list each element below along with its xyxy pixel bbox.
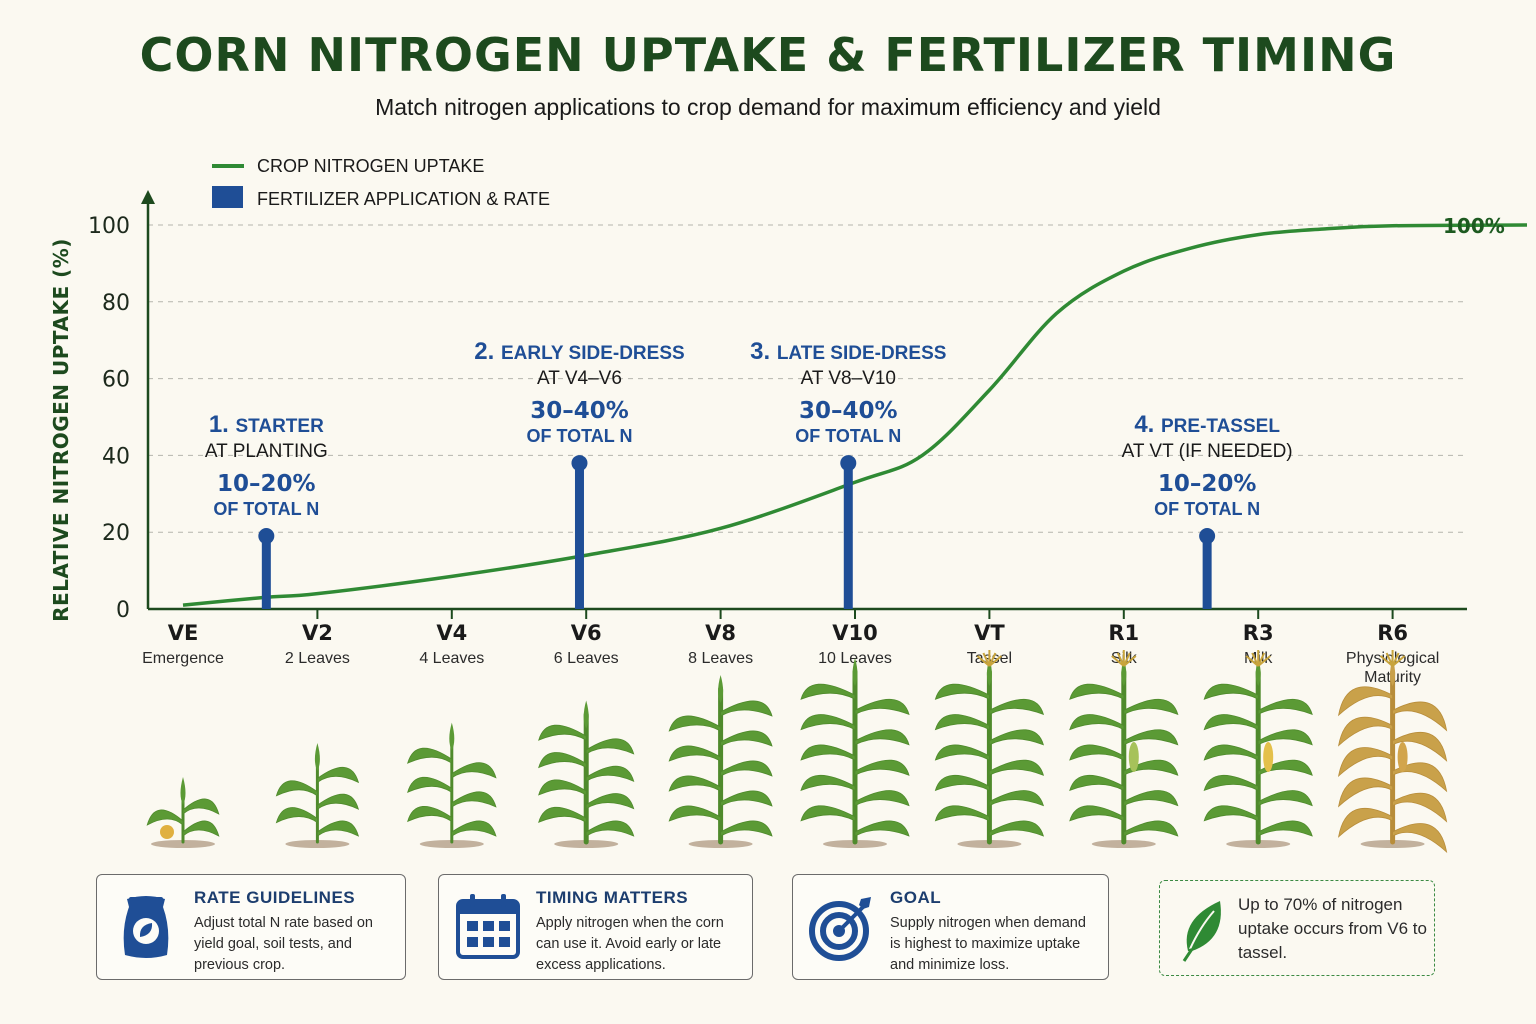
card-text: Apply nitrogen when the corn can use it.… xyxy=(536,915,724,973)
y-tick-label: 20 xyxy=(102,521,130,546)
legend-label: CROP NITROGEN UPTAKE xyxy=(257,156,484,176)
corn-plant-r1 xyxy=(1069,650,1179,848)
application-point xyxy=(571,455,588,472)
stage-code: V2 xyxy=(302,621,333,645)
stage-code: VT xyxy=(974,621,1005,645)
application-bar xyxy=(843,463,853,609)
y-tick-label: 100 xyxy=(88,214,130,239)
card-timing-matters: TIMING MATTERS Apply nitrogen when the c… xyxy=(438,874,753,980)
application-point xyxy=(840,455,857,472)
application-rate-unit: OF TOTAL N xyxy=(526,426,632,446)
stage-code: V8 xyxy=(705,621,736,645)
stage-label: 2 Leaves xyxy=(285,650,350,667)
corn-plant-v8 xyxy=(668,675,773,848)
application-rate: 10–20% xyxy=(1158,471,1257,497)
chart-axes: 0 20 40 60 80 100 RELATIVE NITROGEN UPTAKE (%) xyxy=(49,190,1467,623)
application-rate: 30–40% xyxy=(530,398,629,424)
application-timing: AT V4–V6 xyxy=(537,368,622,389)
card-title: RATE GUIDELINES xyxy=(194,888,356,907)
uptake-series: 100% xyxy=(182,214,1528,607)
corn-plant-vt xyxy=(934,650,1045,848)
application-name: 2. EARLY SIDE-DRESS xyxy=(474,338,684,365)
chart-legend: CROP NITROGEN UPTAKE FERTILIZER APPLICATI… xyxy=(212,156,550,209)
card-title: GOAL xyxy=(890,888,942,907)
application-name: 4. PRE-TASSEL xyxy=(1134,411,1280,438)
application-rate: 10–20% xyxy=(217,471,316,497)
target-icon xyxy=(809,897,871,961)
uptake-end-label: 100% xyxy=(1443,214,1505,238)
application-rate-unit: OF TOTAL N xyxy=(213,499,319,519)
y-tick-label: 40 xyxy=(102,444,130,469)
y-tick-label: 0 xyxy=(116,598,130,623)
stage-label: Emergence xyxy=(142,650,224,667)
stage-label: 8 Leaves xyxy=(688,650,753,667)
legend-label: FERTILIZER APPLICATION & RATE xyxy=(257,189,550,209)
page-title: CORN NITROGEN UPTAKE & FERTILIZER TIMING xyxy=(139,28,1397,82)
y-axis-label: RELATIVE NITROGEN UPTAKE (%) xyxy=(49,238,73,622)
application-name: 1. STARTER xyxy=(209,411,324,438)
application-bar xyxy=(574,463,584,609)
card-rate-guidelines: RATE GUIDELINES Adjust total N rate base… xyxy=(96,874,406,980)
y-axis-arrow xyxy=(141,190,155,204)
y-tick-label: 60 xyxy=(102,368,130,393)
stage-code: R6 xyxy=(1377,621,1408,645)
stage-code: V4 xyxy=(436,621,467,645)
leaf-icon xyxy=(1182,901,1221,962)
uptake-note: Up to 70% of nitrogen uptake occurs from… xyxy=(1159,880,1435,976)
card-text: Adjust total N rate based on yield goal,… xyxy=(194,915,373,973)
application-bar xyxy=(1202,536,1212,609)
application-rate-unit: OF TOTAL N xyxy=(795,426,901,446)
stage-code: R1 xyxy=(1108,621,1139,645)
application-bar xyxy=(261,536,271,609)
corn-plant-v6 xyxy=(538,700,635,848)
corn-plant-r3 xyxy=(1203,650,1313,848)
legend-bar-swatch xyxy=(212,186,243,208)
stage-code: VE xyxy=(168,621,199,645)
stage-label: 6 Leaves xyxy=(554,650,619,667)
application-point xyxy=(258,528,275,545)
application-timing: AT VT (IF NEEDED) xyxy=(1122,441,1293,462)
corn-plant-r6 xyxy=(1337,650,1448,854)
uptake-line xyxy=(182,223,1528,607)
nitrogen-uptake-chart: 0 20 40 60 80 100 RELATIVE NITROGEN UPTAKE (%)… xyxy=(49,156,1528,854)
card-title: TIMING MATTERS xyxy=(536,888,689,907)
corn-plant-v10 xyxy=(800,658,910,848)
stage-code: R3 xyxy=(1243,621,1274,645)
fertilizer-bag-icon xyxy=(123,896,169,958)
application-point xyxy=(1199,528,1216,545)
application-rate: 30–40% xyxy=(799,398,898,424)
plant-illustrations xyxy=(146,650,1448,854)
application-name: 3. LATE SIDE-DRESS xyxy=(750,338,946,365)
corn-plant-v2 xyxy=(275,743,360,848)
corn-plant-v4 xyxy=(407,722,497,848)
card-text: Supply nitrogen when demand is highest t… xyxy=(890,915,1086,973)
stage-label: 4 Leaves xyxy=(419,650,484,667)
application-rate-unit: OF TOTAL N xyxy=(1154,499,1260,519)
stage-code: V10 xyxy=(832,621,877,645)
corn-plant-ve xyxy=(146,777,220,848)
note-text: Up to 70% of nitrogen uptake occurs from… xyxy=(1238,895,1427,962)
card-goal: GOAL Supply nitrogen when demand is high… xyxy=(792,874,1109,980)
application-timing: AT PLANTING xyxy=(205,441,328,462)
stage-code: V6 xyxy=(571,621,602,645)
calendar-icon xyxy=(456,894,520,959)
stage-labels: VE Emergence V2 2 Leaves V4 4 Leaves V6 6 Leave… xyxy=(142,609,1439,686)
application-timing: AT V8–V10 xyxy=(801,368,896,389)
y-tick-label: 80 xyxy=(102,291,130,316)
page-subtitle: Match nitrogen applications to crop dema… xyxy=(375,94,1161,120)
